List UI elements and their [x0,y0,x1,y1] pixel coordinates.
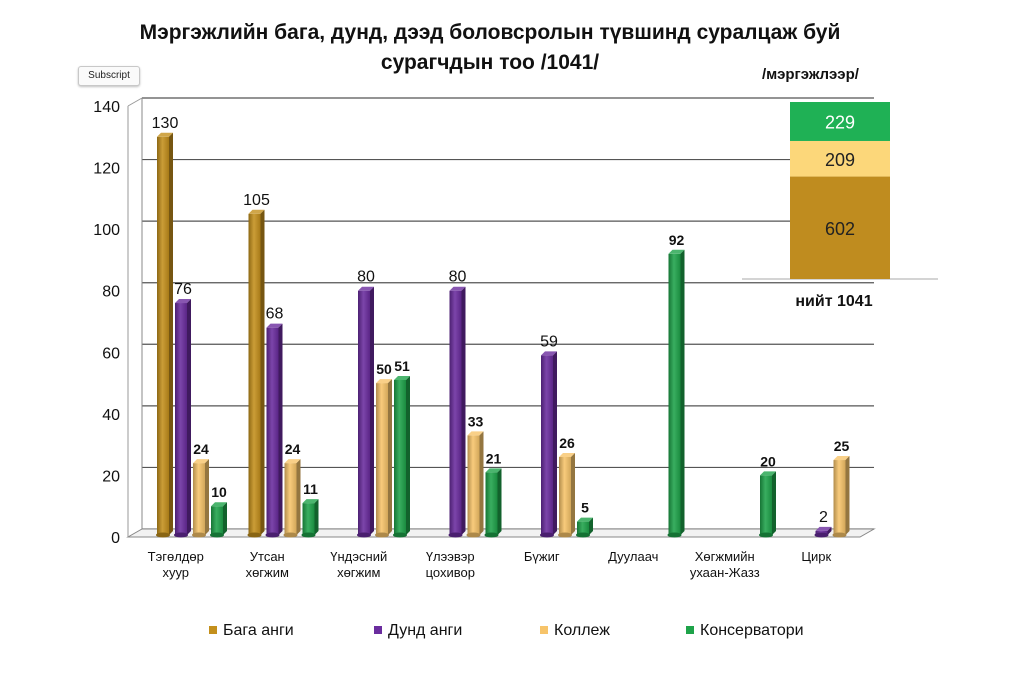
bar [832,456,850,538]
bar [301,499,319,538]
data-label: 25 [834,438,850,454]
x-tick-label: Дуулаач [608,549,658,564]
legend-swatch [374,626,382,634]
bar [667,249,685,538]
bar [484,468,502,538]
bar [393,375,410,538]
legend-item: Консерватори [686,622,804,640]
x-tick-label: Үндэсний хөгжим [330,549,387,580]
legend-swatch [209,626,217,634]
bar [283,459,301,538]
legend-item: Коллеж [540,622,610,640]
bar [540,351,557,538]
data-label: 51 [394,358,410,374]
x-tick-label: Цирк [801,549,831,564]
legend-label: Коллеж [554,622,610,639]
chart-title-line-1: Мэргэжлийн бага, дунд, дээд боловсролын … [139,21,841,44]
y-tick-label: 120 [93,161,120,178]
x-tick-label: Утсан хөгжим [246,549,289,580]
bar [265,323,283,538]
legend-swatch [686,626,694,634]
stacked-segment [790,176,890,279]
bar [576,517,593,538]
data-label: 5 [581,500,589,516]
legend-label: Дунд анги [388,622,463,639]
legend-label: Консерватори [700,622,804,639]
data-label: 33 [468,413,484,429]
y-tick-label: 20 [102,468,120,485]
bar [448,286,466,538]
data-label: 24 [193,441,209,457]
bar [192,459,209,538]
legend: Бага анги Дунд анги Коллеж Консерватори [0,618,1023,646]
y-tick-label: 0 [111,530,120,547]
stacked-segment [790,102,890,141]
bar [759,471,776,538]
stacked-segment-label: 602 [825,219,855,239]
data-label: 50 [376,361,392,377]
unit-note: /мэргэжлээр/ [762,66,859,83]
chart-title-line-2: сурагчдын тоо /1041/ [380,51,600,74]
subscript-button[interactable]: Subscript [78,66,140,86]
bar [174,299,191,538]
bar [357,286,374,538]
data-label: 105 [243,192,270,209]
y-tick-label: 40 [102,407,120,424]
data-label: 68 [266,306,284,323]
data-label: 80 [449,269,467,286]
legend-item: Бага анги [209,622,294,640]
bar [210,502,227,538]
data-label: 21 [486,450,502,466]
legend-swatch [540,626,548,634]
y-tick-label: 100 [93,222,120,239]
legend-item: Дунд анги [374,622,462,640]
bar [247,209,265,538]
data-label: 76 [174,281,192,298]
wall-top-edge [127,97,143,107]
stacked-segment-label: 209 [825,150,855,170]
bar [375,379,392,538]
x-tick-label: Хөгжмийн ухаан-Жазз [690,549,760,580]
data-label: 80 [357,269,375,286]
data-label: 92 [669,232,685,248]
legend-label: Бага анги [223,622,294,639]
y-tick-label: 60 [102,345,120,362]
data-label: 20 [760,453,776,469]
total-label: нийт 1041 [795,293,872,310]
x-tick-label: Бүжиг [524,549,560,564]
stacked-segment-label: 229 [825,112,855,132]
bar [558,452,575,538]
stacked-segment [790,140,890,177]
x-tick-label: Тэгөлдөр хуур [148,549,204,580]
data-label: 10 [211,484,227,500]
data-label: 130 [152,115,179,132]
bar [466,431,484,538]
data-label: 59 [540,333,558,350]
chart-title: Мэргэжлийн бага, дунд, дээд боловсролын … [60,18,920,78]
y-tick-label: 140 [93,99,120,116]
bar [156,132,173,538]
x-tick-label: Үлээвэр цохивор [426,549,475,580]
data-label: 26 [559,435,575,451]
data-label: 24 [285,441,301,457]
y-tick-label: 80 [102,284,120,301]
bar [814,526,832,538]
data-label: 11 [303,481,318,497]
data-label: 2 [819,509,828,526]
